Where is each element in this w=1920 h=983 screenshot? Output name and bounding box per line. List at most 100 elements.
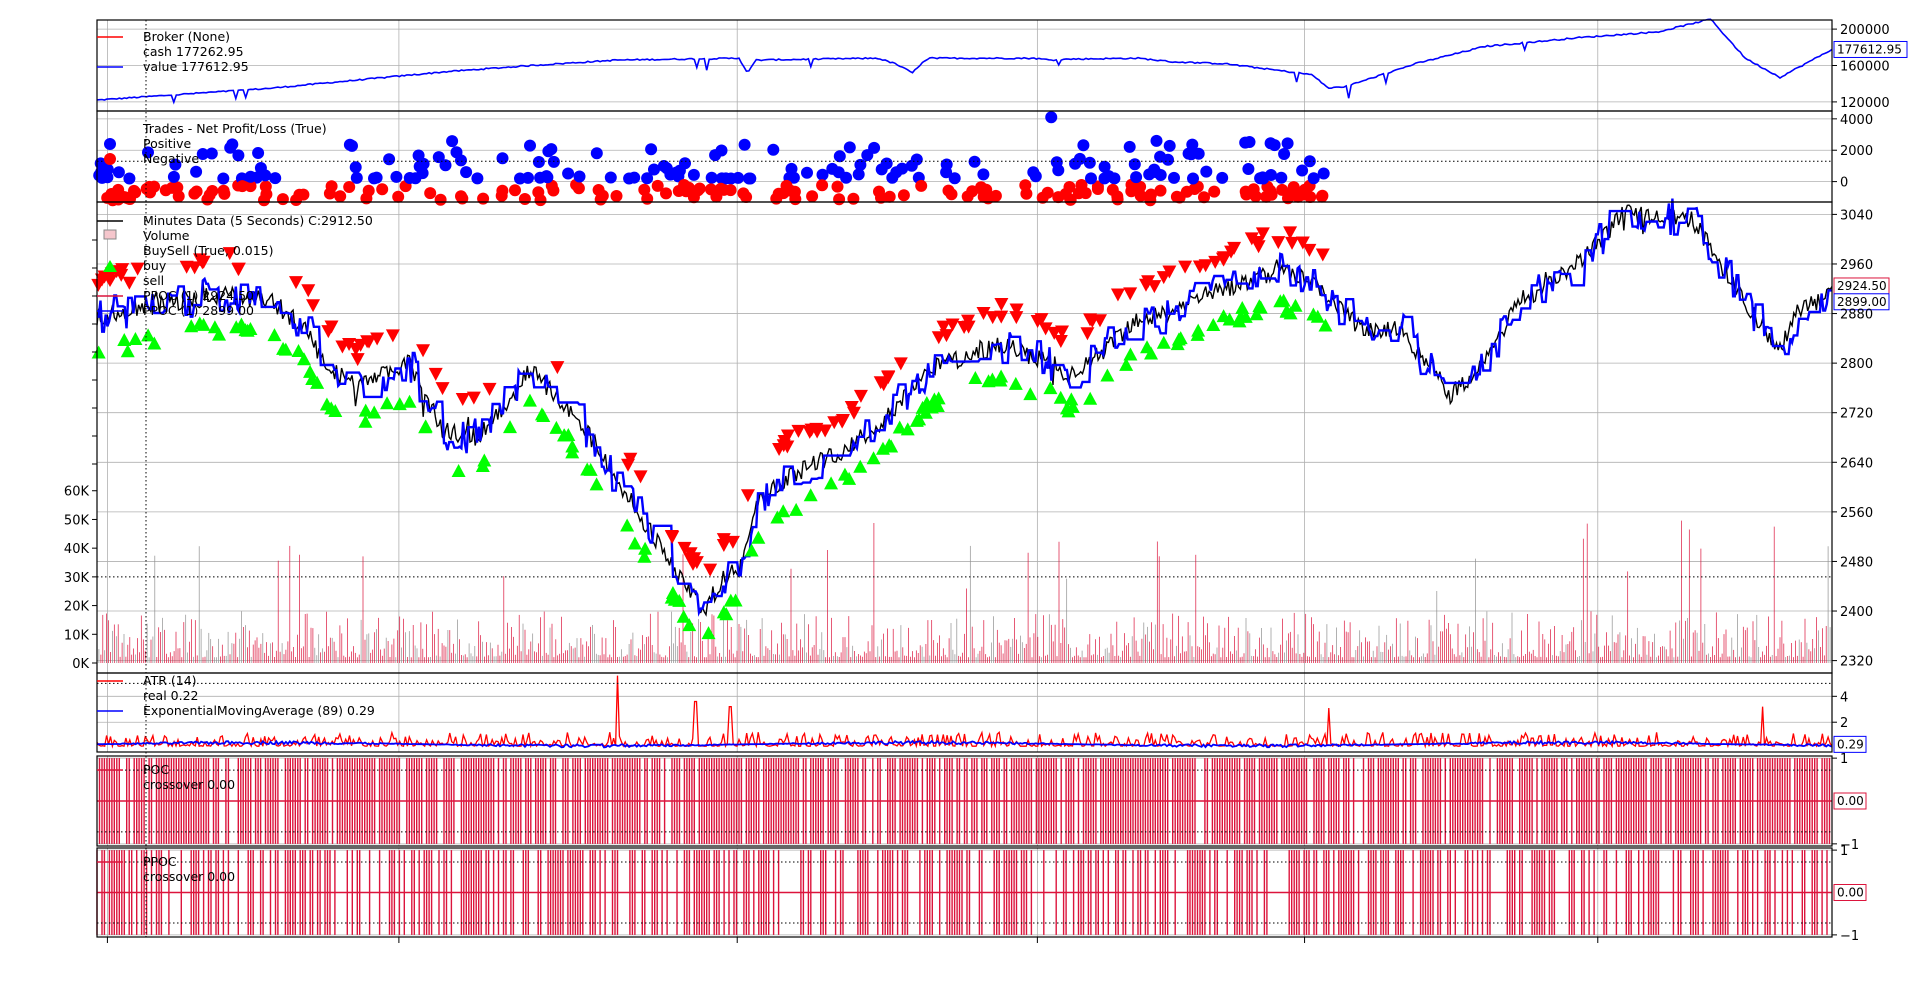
- sell-marker: [288, 276, 303, 290]
- y-tick-label: 2640: [1840, 456, 1873, 471]
- negative-trade-marker: [236, 180, 249, 193]
- negative-trade-marker: [276, 193, 289, 206]
- sell-marker: [994, 297, 1009, 311]
- sell-marker: [115, 263, 130, 277]
- legend-label: Positive: [143, 136, 191, 151]
- legend-label: ATR (14): [143, 673, 197, 688]
- sell-marker: [1285, 236, 1300, 250]
- buy-marker: [358, 403, 373, 417]
- positive-trade-marker: [403, 172, 416, 184]
- positive-trade-marker: [670, 166, 683, 179]
- negative-trade-marker: [334, 190, 347, 203]
- positive-trade-marker: [439, 159, 452, 172]
- positive-trade-marker: [875, 163, 888, 176]
- positive-trade-marker: [590, 147, 603, 160]
- buy-marker: [451, 464, 466, 478]
- positive-trade-marker: [190, 165, 203, 178]
- positive-trade-marker: [705, 171, 718, 184]
- positive-trade-marker: [1168, 171, 1180, 184]
- buy-marker: [1232, 314, 1247, 328]
- y-tick-label: 2000: [1840, 144, 1873, 159]
- negative-trade-marker: [1145, 188, 1157, 201]
- positive-trade-marker: [1052, 164, 1065, 177]
- positive-trade-marker: [840, 171, 853, 184]
- negative-trade-marker: [847, 192, 860, 205]
- buy-marker: [1119, 357, 1134, 371]
- positive-trade-marker: [349, 161, 362, 174]
- buy-marker: [723, 593, 738, 607]
- volume-y-tick-label: 0K: [72, 657, 89, 672]
- sell-marker: [231, 262, 246, 276]
- positive-trade-marker: [852, 168, 865, 181]
- sell-marker: [1244, 232, 1259, 246]
- buy-marker: [701, 626, 716, 640]
- buy-marker: [968, 371, 983, 385]
- buy-marker: [853, 459, 868, 473]
- positive-trade-marker: [977, 168, 990, 181]
- negative-trade-marker: [873, 185, 885, 198]
- positive-trade-marker: [522, 171, 534, 184]
- positive-trade-marker: [744, 172, 757, 185]
- positive-trade-marker: [196, 148, 209, 160]
- y-tick-label: 2880: [1840, 308, 1873, 323]
- sell-marker: [1030, 315, 1045, 329]
- legend-label: PPOC (1) 2899.00: [143, 303, 254, 318]
- y-tick-label: 2800: [1840, 357, 1873, 372]
- ppoc-line: [97, 198, 1832, 617]
- negative-trade-marker: [705, 183, 717, 196]
- atr-line: [96, 675, 1833, 749]
- positive-trade-marker: [94, 157, 107, 170]
- positive-trade-marker: [496, 152, 509, 165]
- sell-marker: [1038, 322, 1053, 336]
- buy-marker: [620, 518, 635, 532]
- buy-marker: [267, 328, 282, 342]
- negative-trade-marker: [172, 190, 185, 203]
- volume-y-tick-label: 50K: [64, 513, 90, 528]
- buy-marker: [1156, 335, 1171, 349]
- negative-trade-marker: [143, 180, 156, 193]
- sell-marker: [306, 299, 321, 313]
- legend-label: crossover 0.00: [143, 777, 235, 792]
- legend-label: BuySell (True, 0.015): [143, 243, 273, 258]
- buy-marker: [141, 328, 156, 342]
- ema-value-tag-label: 0.29: [1837, 737, 1864, 751]
- positive-trade-marker: [432, 151, 445, 164]
- positive-trade-marker: [254, 162, 267, 174]
- sell-marker: [1147, 280, 1162, 294]
- positive-trade-marker: [96, 171, 109, 184]
- negative-trade-marker: [682, 185, 694, 197]
- sell-marker: [844, 400, 859, 414]
- buy-marker: [580, 462, 595, 476]
- sell-marker: [1255, 227, 1270, 241]
- legend-label: Minutes Data (5 Seconds) C:2912.50: [143, 213, 373, 228]
- buy-marker: [1100, 368, 1115, 382]
- positive-trade-marker: [604, 171, 617, 184]
- positive-trade-marker: [562, 167, 575, 180]
- negative-trade-marker: [258, 194, 270, 207]
- buy-marker: [536, 409, 551, 423]
- buy-marker: [1191, 323, 1206, 337]
- legend-label: crossover 0.00: [143, 869, 235, 884]
- y-tick-label: 200000: [1840, 23, 1890, 38]
- sell-marker: [1302, 243, 1317, 257]
- sell-marker: [772, 443, 787, 457]
- sell-marker: [780, 429, 795, 443]
- negative-trade-marker: [201, 193, 214, 206]
- buy-marker: [475, 459, 490, 473]
- sell-marker: [633, 470, 648, 484]
- negative-trade-marker: [1134, 189, 1147, 202]
- buy-marker: [1252, 299, 1267, 313]
- sell-marker: [324, 320, 339, 334]
- negative-trade-marker: [1315, 190, 1328, 203]
- sell-marker: [1315, 248, 1330, 262]
- buy-marker: [682, 618, 697, 632]
- negative-trade-marker: [1198, 191, 1210, 204]
- y-tick-label: 2: [1840, 716, 1848, 731]
- buy-marker: [744, 543, 759, 557]
- positive-trade-marker: [1029, 170, 1042, 183]
- negative-trade-marker: [518, 193, 531, 205]
- positive-trade-marker: [455, 154, 467, 167]
- positive-trade-marker: [1243, 136, 1256, 148]
- sell-marker: [353, 338, 368, 352]
- buy-marker: [638, 541, 653, 555]
